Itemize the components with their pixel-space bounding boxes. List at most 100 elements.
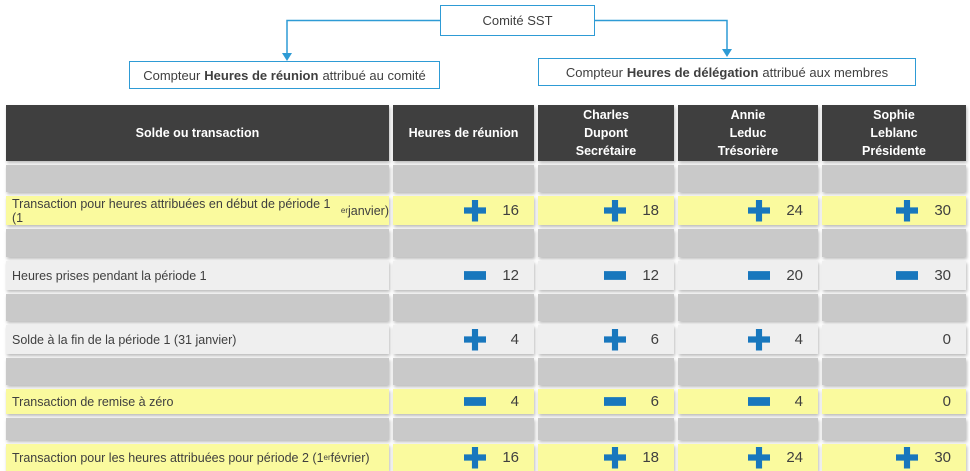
plus-icon	[896, 199, 918, 222]
value: 4	[510, 331, 519, 348]
value-cell: 6	[538, 325, 674, 354]
value-cell: 16	[393, 444, 534, 471]
right-box-bold: Heures de délégation	[626, 64, 759, 80]
value: 0	[942, 331, 951, 348]
spacer-cell	[678, 229, 818, 257]
header-annie-leduc: Annie Leduc Trésorière	[678, 105, 818, 161]
spacer-cell	[6, 229, 389, 257]
spacer-cell	[678, 165, 818, 192]
spacer-cell	[393, 165, 534, 192]
label-after: février)	[330, 450, 370, 465]
plus-icon	[896, 446, 918, 469]
value-cell: 24	[678, 196, 818, 225]
label-after: janvier)	[348, 203, 389, 218]
compteur-heures-delegation-node: Compteur Heures de délégation attribué aux…	[538, 58, 916, 86]
value-cell: 30	[822, 444, 966, 471]
spacer-cell	[538, 294, 674, 321]
minus-icon	[464, 397, 486, 406]
row-label-transaction-periode-1: Transaction pour heures attribuées en dé…	[6, 196, 389, 225]
compteur-heures-reunion-node: Compteur Heures de réunion attribué au com…	[129, 61, 440, 89]
value: 4	[510, 393, 519, 410]
spacer-cell	[678, 294, 818, 321]
value: 18	[642, 449, 659, 466]
value-cell: 4	[393, 389, 534, 414]
value: 6	[650, 393, 659, 410]
spacer-cell	[822, 165, 966, 192]
spacer-cell	[822, 294, 966, 321]
balance-transactions-table: Solde ou transaction Heures de réunion C…	[6, 105, 966, 471]
spacer-cell	[678, 418, 818, 440]
arrow-down-left-icon	[282, 53, 292, 61]
left-box-suffix: attribué au comité	[322, 67, 426, 83]
spacer-cell	[538, 418, 674, 440]
value-cell: 18	[538, 444, 674, 471]
spacer-cell	[6, 418, 389, 440]
plus-icon	[464, 328, 486, 351]
plus-icon	[748, 328, 770, 351]
minus-icon	[604, 271, 626, 280]
value: 24	[786, 202, 803, 219]
value-cell: 20	[678, 261, 818, 290]
value: 12	[642, 267, 659, 284]
value-cell: 0	[822, 389, 966, 414]
plus-icon	[604, 446, 626, 469]
value: 16	[502, 202, 519, 219]
left-box-bold: Heures de réunion	[204, 67, 319, 83]
spacer-cell	[6, 358, 389, 385]
value: 0	[942, 393, 951, 410]
plus-icon	[464, 199, 486, 222]
label-text: Heures prises pendant la période 1	[12, 268, 207, 283]
value-cell: 4	[678, 325, 818, 354]
spacer-cell	[822, 229, 966, 257]
minus-icon	[604, 397, 626, 406]
label-text: Transaction pour les heures attribuées p…	[12, 450, 324, 465]
value: 4	[794, 331, 803, 348]
minus-icon	[896, 271, 918, 280]
plus-icon	[748, 199, 770, 222]
label-text: Solde à la fin de la période 1 (31 janvi…	[12, 332, 237, 347]
value-cell: 30	[822, 196, 966, 225]
plus-icon	[604, 199, 626, 222]
spacer-cell	[6, 294, 389, 321]
value: 16	[502, 449, 519, 466]
value-cell: 4	[678, 389, 818, 414]
right-box-prefix: Compteur	[565, 64, 623, 80]
spacer-cell	[678, 358, 818, 385]
arrow-down-right-icon	[722, 49, 732, 57]
value: 12	[502, 267, 519, 284]
spacer-cell	[393, 229, 534, 257]
right-box-suffix: attribué aux membres	[762, 64, 889, 80]
row-label-heures-prises: Heures prises pendant la période 1	[6, 261, 389, 290]
value: 18	[642, 202, 659, 219]
comite-sst-node: Comité SST	[440, 5, 595, 36]
value: 20	[786, 267, 803, 284]
spacer-cell	[6, 165, 389, 192]
label-text: Transaction pour heures attribuées en dé…	[12, 196, 331, 225]
minus-icon	[748, 271, 770, 280]
plus-icon	[464, 446, 486, 469]
spacer-cell	[393, 418, 534, 440]
value-cell: 6	[538, 389, 674, 414]
value-cell: 12	[538, 261, 674, 290]
value-cell: 30	[822, 261, 966, 290]
value: 30	[934, 267, 951, 284]
header-solde-ou-transaction: Solde ou transaction	[6, 105, 389, 161]
value: 30	[934, 449, 951, 466]
value-cell: 18	[538, 196, 674, 225]
minus-icon	[748, 397, 770, 406]
row-label-transaction-periode-2: Transaction pour les heures attribuées p…	[6, 444, 389, 471]
value: 4	[794, 393, 803, 410]
row-label-solde-fin-periode-1: Solde à la fin de la période 1 (31 janvi…	[6, 325, 389, 354]
row-label-remise-a-zero: Transaction de remise à zéro	[6, 389, 389, 414]
value: 24	[786, 449, 803, 466]
header-heures-de-reunion: Heures de réunion	[393, 105, 534, 161]
plus-icon	[748, 446, 770, 469]
value: 30	[934, 202, 951, 219]
spacer-cell	[822, 418, 966, 440]
spacer-cell	[822, 358, 966, 385]
left-box-prefix: Compteur	[143, 67, 201, 83]
value: 6	[650, 331, 659, 348]
value-cell: 24	[678, 444, 818, 471]
plus-icon	[604, 328, 626, 351]
